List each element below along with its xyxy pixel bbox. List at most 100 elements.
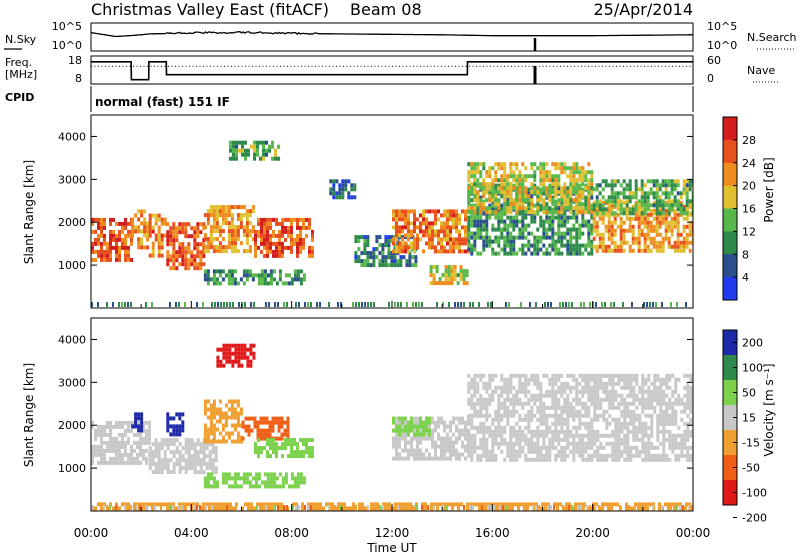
heatmap-cell (632, 386, 635, 390)
heatmap-cell (623, 195, 626, 199)
heatmap-cell (467, 430, 470, 434)
heatmap-cell (207, 432, 210, 436)
heatmap-cell (279, 484, 282, 488)
heatmap-cell (395, 233, 398, 237)
heatmap-cell (134, 229, 137, 233)
heatmap-cell (509, 438, 512, 442)
heatmap-cell (581, 378, 584, 382)
heatmap-cell (551, 382, 554, 386)
heatmap-cell (656, 233, 659, 237)
heatmap-cell (626, 199, 629, 203)
heatmap-cell (647, 249, 650, 253)
heatmap-cell (554, 194, 557, 198)
heatmap-cell (228, 281, 231, 285)
heatmap-cell (440, 441, 443, 445)
heatmap-cell (566, 430, 569, 434)
heatmap-cell (115, 445, 118, 449)
heatmap-cell (536, 210, 539, 214)
heatmap-cell (524, 426, 527, 430)
heatmap-cell (143, 225, 146, 229)
heatmap-cell (467, 220, 470, 224)
heatmap-cell (476, 166, 479, 170)
heatmap-cell (485, 206, 488, 210)
heatmap-cell (479, 186, 482, 190)
heatmap-cell (228, 209, 231, 213)
heatmap-cell (166, 250, 169, 254)
heatmap-cell (542, 162, 545, 166)
heatmap-cell (503, 166, 506, 170)
heatmap-cell (650, 454, 653, 458)
heatmap-cell (617, 454, 620, 458)
heatmap-cell (121, 222, 124, 226)
heatmap-cell (509, 186, 512, 190)
heatmap-cell (398, 225, 401, 229)
heatmap-cell (241, 141, 244, 145)
heatmap-cell (509, 240, 512, 244)
heatmap-cell (353, 195, 356, 199)
heatmap-cell (207, 241, 210, 245)
heatmap-cell (202, 254, 205, 258)
heatmap-cell (512, 458, 515, 462)
heatmap-cell (146, 225, 149, 229)
heatmap-cell (169, 266, 172, 270)
heatmap-cell (629, 450, 632, 454)
heatmap-cell (626, 229, 629, 233)
heatmap-cell (644, 191, 647, 195)
heatmap-cell (466, 273, 469, 277)
heatmap-cell (662, 458, 665, 462)
heatmap-cell (142, 453, 145, 457)
heatmap-cell (581, 210, 584, 214)
heatmap-cell (596, 203, 599, 207)
heatmap-cell (611, 454, 614, 458)
heatmap-cell (443, 445, 446, 449)
heatmap-cell (536, 454, 539, 458)
heatmap-cell (605, 229, 608, 233)
heatmap-cell (566, 386, 569, 390)
heatmap-cell (219, 348, 222, 352)
heatmap-cell (539, 414, 542, 418)
heatmap-cell (272, 218, 275, 222)
heatmap-cell (644, 406, 647, 410)
heatmap-cell (533, 162, 536, 166)
heatmap-cell (536, 190, 539, 194)
heatmap-cell (506, 216, 509, 220)
heatmap-cell (175, 254, 178, 258)
heatmap-cell (237, 229, 240, 233)
heatmap-cell (674, 187, 677, 191)
heatmap-cell (632, 410, 635, 414)
heatmap-cell (463, 277, 466, 281)
heatmap-cell (665, 237, 668, 241)
heatmap-cell (148, 437, 151, 441)
heatmap-cell (235, 157, 238, 161)
heatmap-cell (614, 458, 617, 462)
heatmap-cell (449, 225, 452, 229)
heatmap-cell (566, 244, 569, 248)
heatmap-cell (590, 196, 593, 200)
heatmap-cell (566, 418, 569, 422)
heatmap-cell (560, 394, 563, 398)
heatmap-cell (404, 449, 407, 453)
heatmap-cell (602, 374, 605, 378)
heatmap-cell (100, 242, 103, 246)
heatmap-cell (590, 386, 593, 390)
heatmap-cell (249, 472, 252, 476)
heatmap-cell (602, 233, 605, 237)
heatmap-cell (629, 179, 632, 183)
heatmap-cell (470, 190, 473, 194)
heatmap-cell (515, 186, 518, 190)
heatmap-cell (311, 438, 314, 442)
heatmap-cell (674, 458, 677, 462)
heatmap-cell (219, 281, 222, 285)
heatmap-cell (542, 166, 545, 170)
heatmap-cell (635, 434, 638, 438)
heatmap-cell (515, 390, 518, 394)
heatmap-cell (602, 179, 605, 183)
heatmap-cell (485, 442, 488, 446)
heatmap-cell (563, 202, 566, 206)
heatmap-cell (213, 245, 216, 249)
heatmap-cell (118, 453, 121, 457)
heatmap-cell (131, 229, 134, 233)
heatmap-cell (103, 457, 106, 461)
heatmap-cell (281, 246, 284, 250)
heatmap-cell (260, 450, 263, 454)
